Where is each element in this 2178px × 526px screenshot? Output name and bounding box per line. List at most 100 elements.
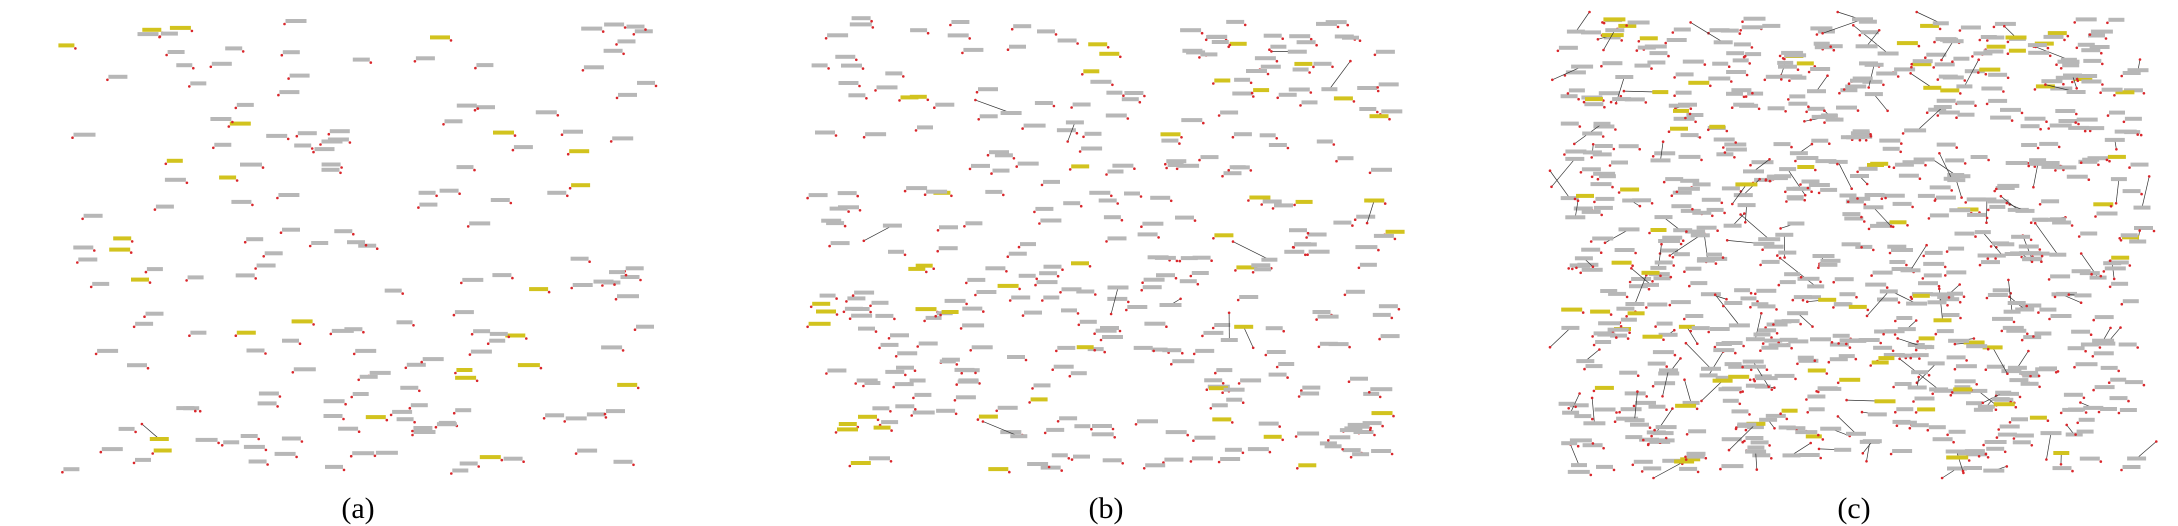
label bbox=[1734, 288, 1752, 294]
label-box bbox=[416, 56, 435, 60]
label-box bbox=[1096, 329, 1117, 333]
label bbox=[2123, 117, 2142, 123]
anchor-point bbox=[1620, 39, 1623, 42]
anchor-point bbox=[1673, 329, 1676, 332]
highlighted-label bbox=[1915, 407, 1935, 413]
label-box bbox=[942, 310, 959, 314]
anchor-point bbox=[1051, 368, 1054, 371]
anchor-point bbox=[1787, 98, 1790, 101]
anchor-point bbox=[1823, 121, 1826, 124]
label-box bbox=[473, 329, 490, 333]
label-box bbox=[1092, 432, 1114, 436]
label-box bbox=[2048, 31, 2067, 35]
leader-line bbox=[1233, 242, 1269, 260]
anchor-point bbox=[1794, 160, 1797, 163]
anchor-point bbox=[2109, 327, 2112, 330]
label bbox=[1745, 92, 1763, 98]
anchor-point bbox=[1633, 405, 1636, 408]
leader-line bbox=[1576, 12, 1590, 32]
label-box bbox=[626, 266, 644, 270]
anchor-point bbox=[133, 326, 136, 329]
label-box bbox=[1918, 194, 1935, 198]
label-box bbox=[1595, 408, 1616, 412]
label bbox=[962, 307, 984, 313]
anchor-point bbox=[1689, 330, 1692, 333]
label bbox=[1679, 155, 1703, 161]
label bbox=[2081, 80, 2103, 86]
highlighted-label bbox=[1668, 127, 1688, 133]
anchor-point bbox=[1784, 191, 1787, 194]
label-box bbox=[965, 221, 982, 225]
label bbox=[165, 178, 188, 184]
label bbox=[940, 359, 958, 365]
label bbox=[292, 367, 316, 373]
label-box bbox=[1642, 271, 1660, 275]
label-box bbox=[1840, 88, 1857, 92]
label bbox=[601, 345, 624, 351]
highlighted-label bbox=[1623, 90, 1669, 94]
anchor-point bbox=[1711, 215, 1714, 218]
anchor-point bbox=[852, 294, 855, 297]
label bbox=[2103, 266, 2126, 272]
anchor-point bbox=[616, 97, 619, 100]
anchor-point bbox=[93, 249, 96, 252]
label bbox=[1632, 460, 1653, 466]
label bbox=[1672, 252, 1690, 258]
label bbox=[1655, 261, 1675, 267]
anchor-point bbox=[1093, 349, 1096, 352]
label-box bbox=[1967, 197, 1986, 201]
label bbox=[2052, 221, 2073, 227]
anchor-point bbox=[1987, 209, 1990, 212]
label-box bbox=[1007, 355, 1025, 359]
label-box bbox=[1062, 287, 1082, 291]
label-box bbox=[1673, 109, 1689, 113]
label-box bbox=[2006, 329, 2026, 333]
label bbox=[266, 134, 289, 140]
label bbox=[912, 393, 931, 399]
label-box bbox=[1758, 237, 1780, 241]
anchor-point bbox=[863, 240, 866, 243]
leader-line bbox=[1367, 201, 1374, 224]
label bbox=[283, 19, 306, 25]
label-box bbox=[1679, 467, 1697, 471]
label-box bbox=[1106, 114, 1127, 118]
label-box bbox=[1811, 139, 1828, 143]
label-box bbox=[2011, 417, 2028, 421]
label-box bbox=[1630, 423, 1649, 427]
label-box bbox=[1845, 85, 1866, 89]
anchor-point bbox=[1368, 391, 1371, 394]
anchor-point bbox=[604, 413, 607, 416]
label bbox=[1818, 188, 1837, 194]
label-box bbox=[322, 163, 341, 167]
anchor-point bbox=[1669, 304, 1672, 307]
label bbox=[212, 143, 231, 149]
anchor-point bbox=[1610, 101, 1613, 104]
highlighted-label bbox=[292, 319, 315, 325]
anchor-point bbox=[362, 331, 365, 334]
anchor-point bbox=[1214, 372, 1217, 375]
anchor-point bbox=[806, 326, 809, 329]
highlighted-label bbox=[1334, 96, 1355, 102]
label bbox=[621, 275, 642, 281]
label-box bbox=[237, 103, 254, 107]
label-box bbox=[838, 191, 857, 195]
label bbox=[282, 437, 303, 443]
anchor-point bbox=[982, 310, 985, 313]
label-box bbox=[1821, 259, 1841, 263]
label bbox=[1890, 449, 1912, 455]
anchor-point bbox=[1768, 444, 1771, 447]
anchor-point bbox=[130, 251, 133, 254]
label-box bbox=[1790, 151, 1808, 155]
anchor-point bbox=[2101, 83, 2104, 86]
label-box bbox=[2015, 434, 2034, 438]
anchor-point bbox=[1836, 11, 1839, 14]
label-box bbox=[419, 191, 436, 195]
label-box bbox=[1342, 36, 1359, 40]
label bbox=[1752, 453, 1772, 459]
label-box bbox=[1037, 29, 1055, 33]
label-box bbox=[2049, 253, 2066, 257]
label bbox=[2080, 457, 2102, 463]
label bbox=[1865, 92, 1889, 112]
label-box bbox=[812, 302, 830, 306]
anchor-point bbox=[854, 382, 857, 385]
